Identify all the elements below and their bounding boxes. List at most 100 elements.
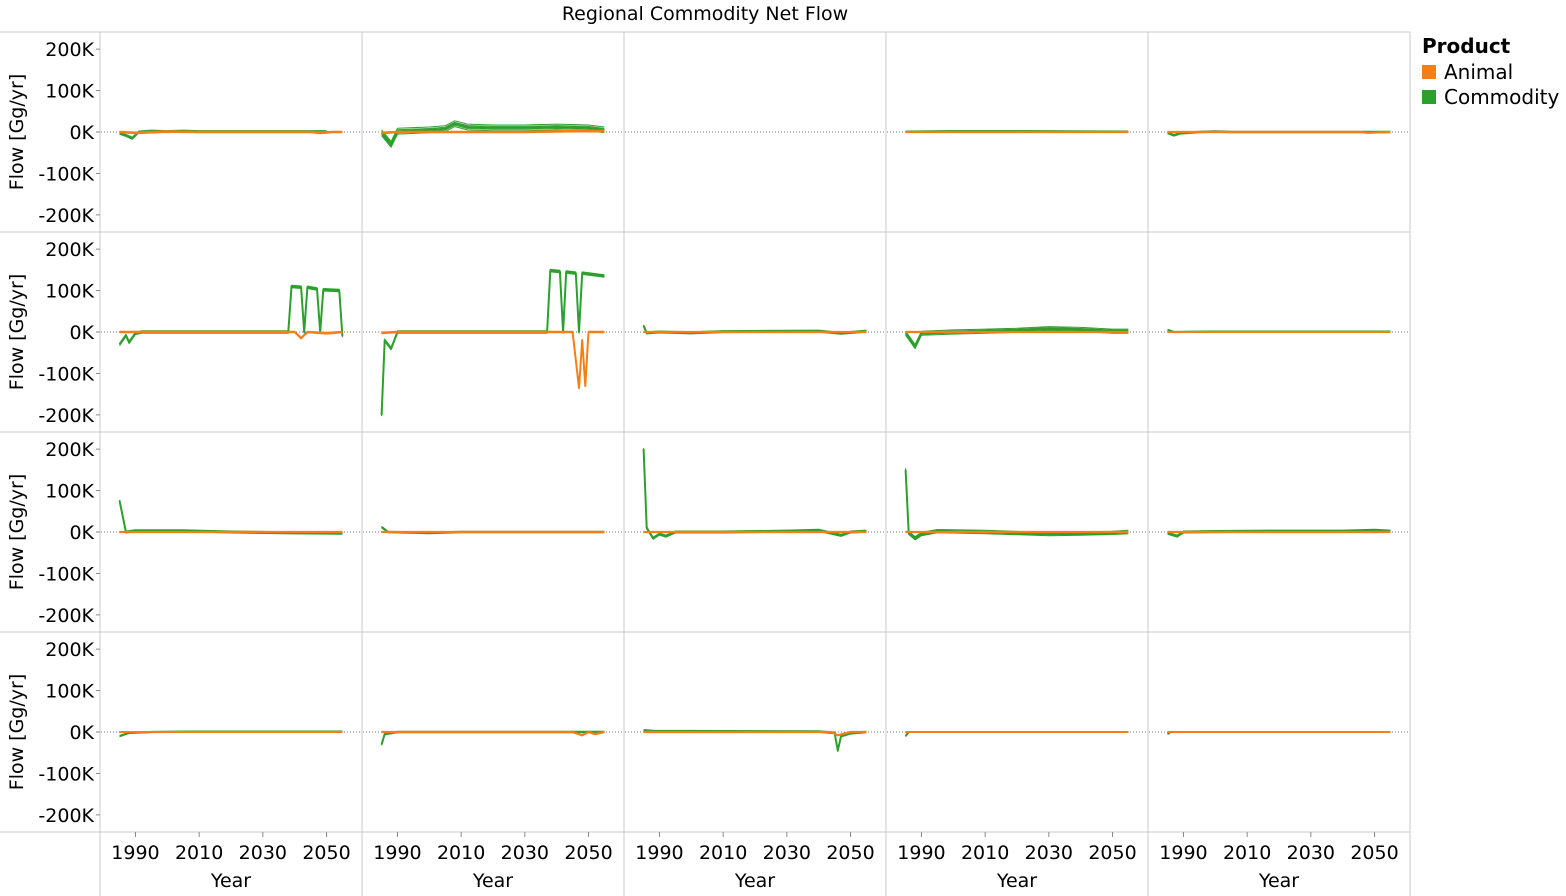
x-tick-label: 2030 (1287, 842, 1335, 864)
x-axis-title: Year (1258, 870, 1299, 892)
legend-label-commodity: Commodity (1444, 84, 1560, 109)
series-line-commodity (119, 285, 343, 345)
y-axis-title: Flow [Gg/yr] (6, 74, 28, 190)
series-line-commodity (643, 448, 867, 538)
series-line-commodity (905, 468, 1129, 538)
y-tick-label: 100K (45, 681, 94, 703)
y-tick-label: -100K (38, 363, 94, 385)
series-line-commodity (381, 732, 605, 746)
y-tick-label: -200K (38, 205, 94, 227)
x-axis-title: Year (210, 870, 251, 892)
series-line-animal (119, 331, 343, 340)
series-animal-r3c0 (119, 731, 343, 733)
legend-item-animal[interactable]: Animal (1422, 59, 1559, 84)
series-line-commodity (381, 268, 605, 414)
x-tick-label: 1990 (635, 842, 683, 864)
x-tick-label: 2030 (239, 842, 287, 864)
legend-title: Product (1422, 34, 1511, 58)
y-tick-label: -200K (38, 605, 94, 627)
series-line-animal (381, 330, 605, 388)
series-animal-r2c4 (1167, 530, 1391, 534)
series-line-commodity (905, 326, 1129, 345)
series-line-animal (381, 730, 605, 736)
x-axis-title: Year (734, 870, 775, 892)
series-line-commodity (381, 731, 605, 745)
y-tick-label: -100K (38, 163, 94, 185)
x-tick-label: 2030 (763, 842, 811, 864)
series-animal-r0c3 (905, 130, 1129, 134)
series-line-animal (381, 332, 605, 390)
x-tick-label: 2010 (175, 842, 223, 864)
series-line-commodity (119, 287, 343, 346)
legend-label-animal: Animal (1444, 59, 1514, 84)
y-tick-label: 200K (45, 39, 94, 61)
series-line-animal (119, 130, 343, 133)
series-animal-r0c4 (1167, 130, 1391, 134)
series-line-commodity (1167, 528, 1391, 536)
series-line-commodity (119, 129, 327, 138)
x-tick-label: 2050 (1350, 842, 1398, 864)
series-line-animal (643, 730, 867, 736)
series-animal-r1c4 (1167, 331, 1391, 333)
series-animal-r2c1 (381, 530, 605, 534)
series-line-animal (119, 330, 343, 338)
x-tick-label: 2050 (1088, 842, 1136, 864)
x-axis-title: Year (472, 870, 513, 892)
y-tick-label: -200K (38, 805, 94, 827)
series-line-commodity (119, 501, 343, 535)
x-tick-label: 2050 (302, 842, 350, 864)
series-commodity-r2c2 (642, 448, 867, 540)
series-animal-r3c4 (1167, 731, 1391, 733)
series-line-commodity (905, 471, 1129, 541)
y-tick-label: 200K (45, 239, 94, 261)
series-commodity-r0c1 (380, 120, 605, 148)
series-line-animal (381, 331, 605, 389)
x-tick-label: 2030 (501, 842, 549, 864)
series-commodity-r3c1 (380, 730, 605, 746)
series-commodity-r1c0 (118, 284, 344, 346)
series-line-commodity (381, 120, 605, 142)
series-commodity-r1c3 (904, 326, 1129, 350)
x-tick-label: 1990 (373, 842, 421, 864)
y-tick-label: -100K (38, 763, 94, 785)
x-tick-label: 2050 (826, 842, 874, 864)
y-tick-label: 100K (45, 481, 94, 503)
series-line-animal (1167, 130, 1391, 133)
x-tick-label: 1990 (111, 842, 159, 864)
series-commodity-r2c3 (904, 468, 1129, 541)
series-animal-r0c0 (119, 130, 343, 135)
series-animal-r2c2 (643, 530, 867, 534)
series-line-commodity (905, 468, 1129, 538)
legend-swatch-commodity (1422, 89, 1436, 104)
legend: Product Animal Commodity (1422, 34, 1559, 109)
series-animal-r1c2 (643, 330, 867, 334)
series-line-commodity (381, 731, 605, 745)
series-line-commodity (642, 449, 867, 540)
series-line-animal (119, 332, 343, 340)
series-line-commodity (380, 269, 605, 415)
legend-item-commodity[interactable]: Commodity (1422, 84, 1559, 109)
y-tick-label: 0K (69, 722, 94, 744)
y-tick-label: 200K (45, 439, 94, 461)
series-animal-r1c0 (119, 330, 343, 340)
series-line-commodity (380, 731, 605, 745)
x-tick-label: 2050 (564, 842, 612, 864)
series-animal-r0c1 (381, 129, 605, 135)
series-animal-r3c1 (381, 730, 605, 737)
series-line-animal (381, 731, 605, 736)
series-line-commodity (643, 450, 867, 540)
series-line-commodity (118, 285, 344, 345)
series-line-commodity (905, 470, 1129, 540)
series-line-animal (381, 732, 605, 737)
x-tick-label: 1990 (1159, 842, 1207, 864)
y-axis-title: Flow [Gg/yr] (6, 474, 28, 590)
x-tick-label: 1990 (897, 842, 945, 864)
series-line-animal (381, 331, 605, 389)
x-tick-label: 2030 (1025, 842, 1073, 864)
series-animal-r2c0 (119, 530, 343, 534)
series-line-commodity (643, 448, 867, 539)
series-line-commodity (119, 499, 343, 533)
x-tick-label: 2010 (961, 842, 1009, 864)
y-axis-title: Flow [Gg/yr] (6, 674, 28, 790)
